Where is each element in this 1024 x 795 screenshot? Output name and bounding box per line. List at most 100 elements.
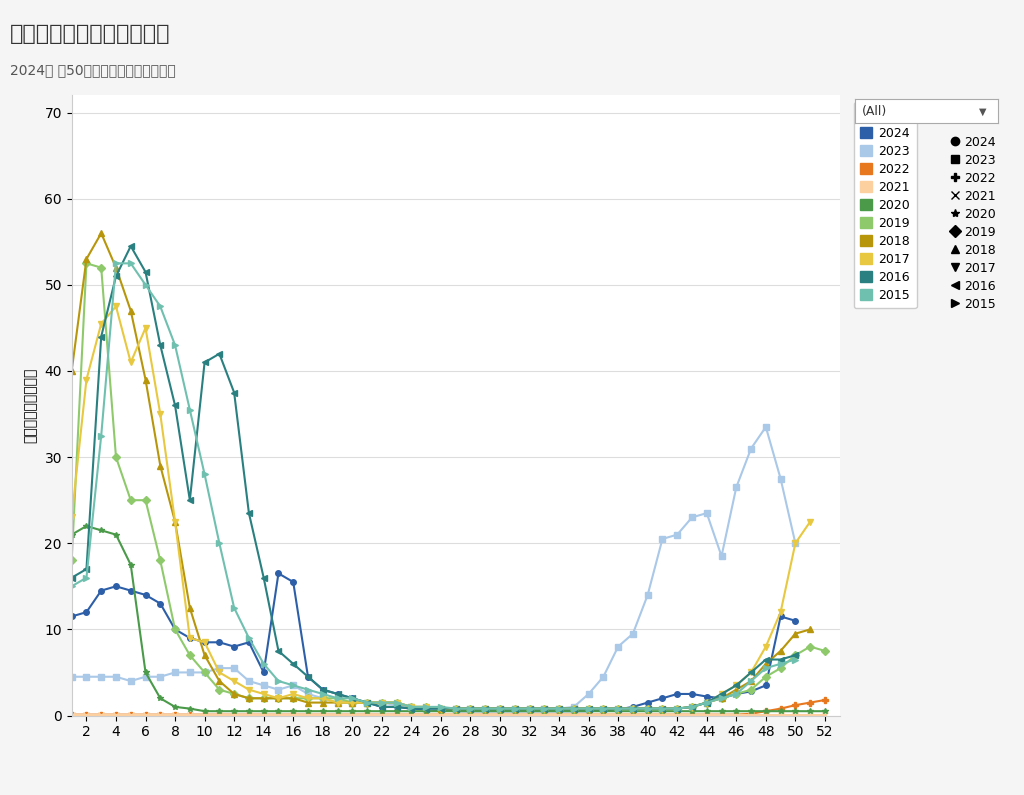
2023 [332,698,344,708]
2024 [376,702,388,712]
2015 [539,704,551,713]
2018 [790,629,802,638]
2016 [390,702,402,712]
2020 [553,707,565,716]
2016 [553,704,565,713]
2016 [243,508,255,518]
2016 [155,340,167,350]
2023 [494,704,506,713]
2015 [110,258,122,268]
2016 [199,358,211,367]
2024 [406,704,418,713]
2016 [597,704,609,713]
2015 [716,693,728,703]
2015 [553,704,565,713]
2022 [66,710,78,719]
2016 [346,693,358,703]
2020 [583,707,595,716]
2024 [287,577,299,587]
2021 [819,710,831,719]
2019 [139,495,152,505]
2015 [390,698,402,708]
2023 [671,529,683,539]
2024 [183,633,196,642]
2021 [523,710,536,719]
2016 [435,704,447,713]
2015 [790,655,802,665]
2024 [686,689,698,699]
2023 [199,668,211,677]
2024 [228,642,241,651]
2016 [110,272,122,281]
2016 [450,704,462,713]
2023 [376,698,388,708]
Y-axis label: 各定点当たり患者数: 各定点当たり患者数 [24,368,38,443]
2017 [110,301,122,311]
Line: 2017: 2017 [69,304,813,712]
2016 [700,698,713,708]
2016 [125,242,137,251]
2017 [804,517,816,526]
2019 [346,698,358,708]
2024 [612,704,625,714]
2023 [228,663,241,673]
2016 [287,659,299,669]
2016 [228,388,241,398]
2023 [730,483,742,492]
2023 [686,513,698,522]
2018 [95,228,108,238]
2018 [583,704,595,713]
2016 [213,349,225,359]
2022 [553,710,565,719]
2015 [95,431,108,440]
2015 [567,704,580,713]
2016 [627,704,639,713]
2015 [125,258,137,268]
2015 [641,704,654,713]
Text: ▼: ▼ [979,107,987,116]
2023 [80,672,92,681]
2024 [258,668,270,677]
2015 [139,280,152,289]
2015 [597,704,609,713]
2015 [287,681,299,690]
Line: 2021: 2021 [69,712,827,717]
2018 [627,704,639,713]
2023 [744,444,757,453]
2015 [671,704,683,713]
2020 [66,529,78,539]
2024 [583,707,595,716]
2017 [583,704,595,713]
2020 [199,707,211,716]
2024 [479,707,492,716]
2016 [730,681,742,690]
2023 [272,685,285,695]
2024 [760,681,772,690]
2023 [183,668,196,677]
2023 [656,534,669,544]
2023 [627,629,639,638]
2020 [494,707,506,716]
2021 [66,710,78,719]
2021 [332,710,344,719]
2024 [213,638,225,647]
Line: 2018: 2018 [69,231,813,712]
2015 [346,693,358,703]
2024 [627,702,639,712]
2023 [553,704,565,713]
2024 [169,625,181,634]
2024 [332,689,344,699]
2018 [804,625,816,634]
2020 [360,707,373,716]
2018 [316,698,329,708]
2015 [199,470,211,479]
2016 [539,704,551,713]
2023 [790,538,802,548]
2016 [760,655,772,665]
2019 [450,704,462,713]
2019 [583,704,595,713]
2016 [420,704,432,713]
2016 [686,702,698,712]
2024 [139,590,152,599]
2023 [450,704,462,713]
